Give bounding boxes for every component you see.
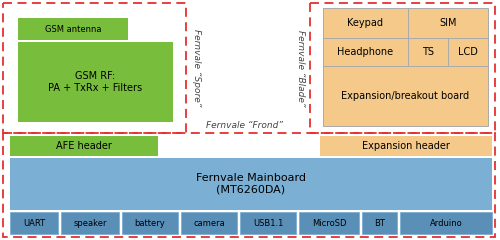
Bar [310, 3, 495, 133]
Bar [240, 212, 296, 234]
Bar [362, 212, 397, 234]
Bar [122, 212, 178, 234]
Text: USB1.1: USB1.1 [253, 218, 283, 228]
Text: battery: battery [134, 218, 166, 228]
Text: Keypad: Keypad [347, 18, 383, 28]
Bar [181, 212, 237, 234]
Bar [3, 3, 186, 133]
Bar [10, 136, 158, 156]
Text: camera: camera [193, 218, 225, 228]
Bar [323, 8, 488, 126]
Bar [320, 136, 492, 156]
Text: Fernvale “Blade”: Fernvale “Blade” [296, 30, 304, 106]
Text: Fernvale “Frond”: Fernvale “Frond” [206, 121, 284, 130]
Bar [400, 212, 492, 234]
Bar [299, 212, 359, 234]
Bar [18, 42, 173, 122]
Bar [61, 212, 119, 234]
Text: Fernvale “Spore”: Fernvale “Spore” [192, 29, 200, 107]
Text: UART: UART [23, 218, 45, 228]
Text: Headphone: Headphone [337, 47, 393, 57]
Text: BT: BT [374, 218, 385, 228]
Text: Expansion header: Expansion header [362, 141, 450, 151]
Text: SIM: SIM [440, 18, 457, 28]
Bar [10, 158, 492, 210]
Text: Expansion/breakout board: Expansion/breakout board [342, 91, 469, 101]
Bar [3, 133, 495, 237]
Text: speaker: speaker [73, 218, 107, 228]
Text: TS: TS [422, 47, 434, 57]
Text: Arduino: Arduino [430, 218, 462, 228]
Text: GSM antenna: GSM antenna [45, 24, 101, 34]
Bar [18, 18, 128, 40]
Text: AFE header: AFE header [56, 141, 112, 151]
Text: Fernvale Mainboard
(MT6260DA): Fernvale Mainboard (MT6260DA) [196, 173, 306, 195]
Text: LCD: LCD [458, 47, 478, 57]
Bar [10, 212, 58, 234]
Text: MicroSD: MicroSD [312, 218, 346, 228]
Text: GSM RF:
PA + TxRx + Filters: GSM RF: PA + TxRx + Filters [48, 71, 142, 93]
